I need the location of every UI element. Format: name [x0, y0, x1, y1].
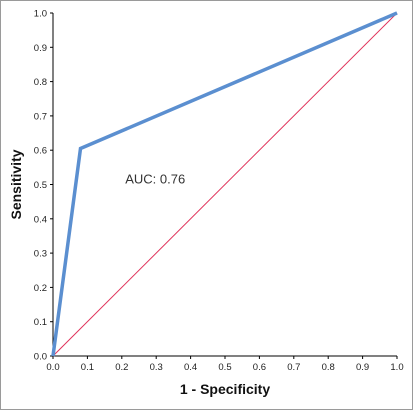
y-tick-label: 0.7: [34, 111, 47, 122]
x-tick-label: 0.1: [81, 362, 94, 373]
roc-curve-line: [51, 11, 398, 357]
y-ticks: 0.0 0.1 0.2 0.3 0.4 0.5 0.6 0.7 0.8 0.9 1.0: [34, 9, 53, 363]
x-ticks: 0.0 0.1 0.2 0.3 0.4 0.5 0.6 0.7 0.8 0.9 1.0: [46, 356, 404, 373]
y-tick-label: 0.2: [34, 283, 47, 294]
x-tick-label: 1.0: [390, 362, 403, 373]
series-layer: [51, 11, 398, 357]
x-tick-label: 0.4: [184, 362, 197, 373]
x-tick-label: 0.0: [46, 362, 59, 373]
y-tick-label: 0.3: [34, 249, 47, 260]
x-tick-label: 0.6: [253, 362, 266, 373]
y-tick-label: 0.4: [34, 214, 47, 225]
x-tick-label: 0.9: [356, 362, 369, 373]
y-tick-label: 0.6: [34, 146, 47, 157]
x-tick-label: 0.3: [150, 362, 163, 373]
x-tick-label: 0.7: [287, 362, 300, 373]
y-tick-label: 0.0: [34, 352, 47, 363]
x-tick-label: 0.5: [218, 362, 231, 373]
x-tick-label: 0.8: [322, 362, 335, 373]
y-axis-title: Sensitivity: [8, 149, 24, 219]
auc-annotation: AUC: 0.76: [125, 171, 185, 186]
y-tick-label: 0.8: [34, 77, 47, 88]
x-tick-label: 0.2: [115, 362, 128, 373]
y-tick-label: 0.9: [34, 43, 47, 54]
y-tick-label: 0.5: [34, 180, 47, 191]
x-axis-title: 1 - Specificity: [180, 381, 270, 397]
y-tick-label: 0.1: [34, 317, 47, 328]
reference-diagonal-line: [52, 12, 398, 357]
y-tick-label: 1.0: [34, 9, 47, 20]
